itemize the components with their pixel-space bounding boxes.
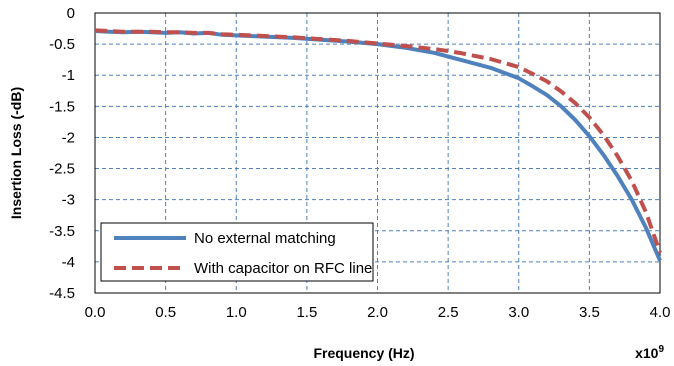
y-axis-title: Insertion Loss (-dB) — [8, 87, 24, 219]
x-tick-label-2-5: 2.5 — [438, 304, 459, 321]
series-line-with-capacitor-on-rfc-line — [94, 28, 662, 254]
x-tick-label-1-5: 1.5 — [296, 304, 317, 321]
x-tick-label-1-0: 1.0 — [226, 304, 247, 321]
x-tick-label-3-0: 3.0 — [508, 304, 529, 321]
y-tick-label-2-5: -2.5 — [49, 161, 75, 178]
y-tick-label-0-5: -0.5 — [49, 36, 75, 53]
legend-label-no-external-matching: No external matching — [194, 230, 336, 247]
y-tick-label-3: -3 — [62, 192, 75, 209]
x-axis-multiplier: x109 — [635, 344, 664, 361]
legend: No external matching With capacitor on R… — [100, 222, 374, 282]
legend-box — [100, 222, 374, 282]
y-tick-label-3-5: -3.5 — [49, 223, 75, 240]
x-axis-title: Frequency (Hz) — [313, 345, 414, 361]
y-tick-label-4: -4 — [62, 254, 75, 271]
y-tick-label-1: -1 — [62, 67, 75, 84]
x-tick-label-2-0: 2.0 — [367, 304, 388, 321]
y-tick-label-4-5: -4.5 — [49, 285, 75, 302]
x-tick-label-0-0: 0.0 — [85, 304, 106, 321]
x-axis-multiplier-exponent: 9 — [658, 344, 664, 355]
x-tick-label-4-0: 4.0 — [650, 304, 671, 321]
x-tick-label-3-5: 3.5 — [579, 304, 600, 321]
series-layer — [94, 28, 662, 262]
y-tick-label-0: 0 — [67, 5, 75, 22]
x-tick-label-0-5: 0.5 — [155, 304, 176, 321]
y-tick-label-2: -2 — [62, 129, 75, 146]
y-tick-label-1-5: -1.5 — [49, 98, 75, 115]
plot-frame — [94, 12, 661, 294]
legend-label-with-capacitor: With capacitor on RFC line — [194, 260, 372, 277]
ticks: 0.0 0.5 1.0 1.5 2.0 2.5 3.0 3.5 4.0 0 -0.5 -1 -1.5 -2… — [49, 5, 670, 321]
x-axis-multiplier-base: x10 — [635, 345, 659, 361]
